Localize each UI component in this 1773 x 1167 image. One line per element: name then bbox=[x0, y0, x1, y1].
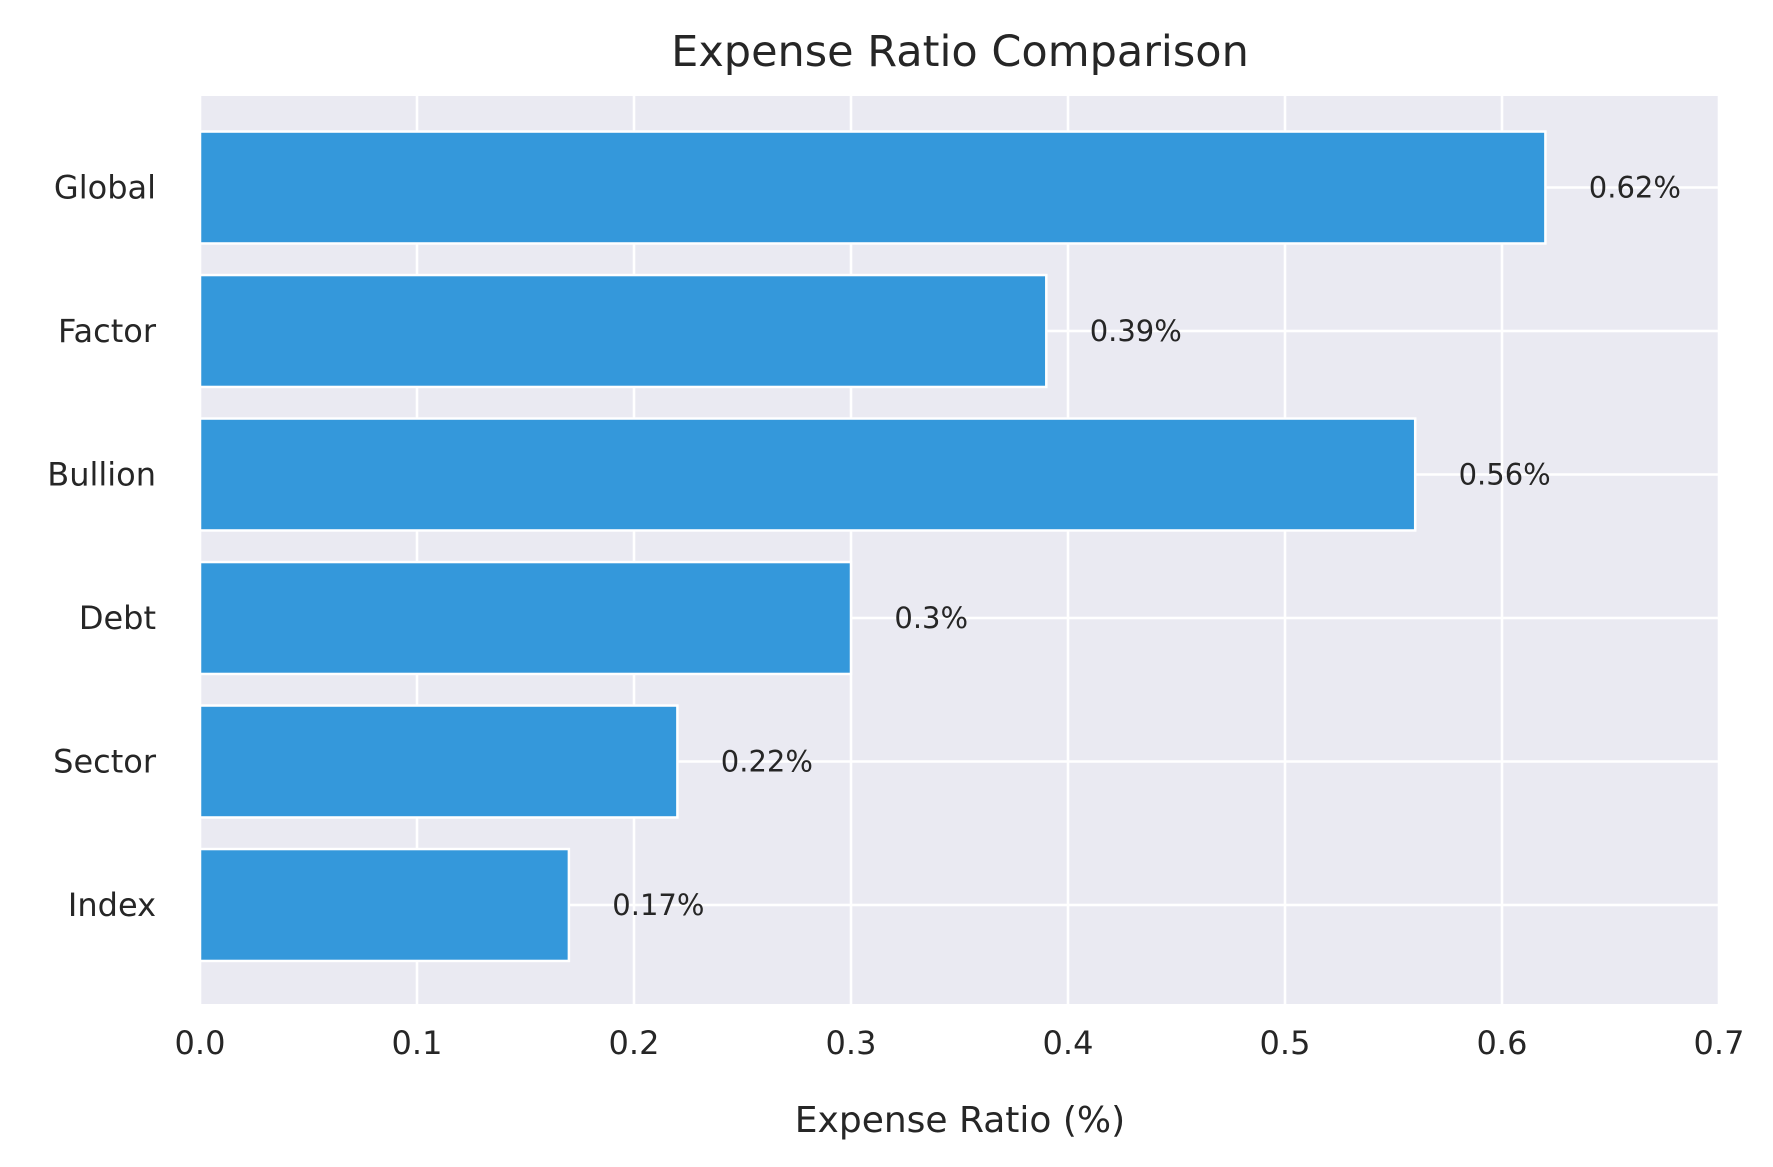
bar-index bbox=[198, 847, 571, 963]
x-tick-label: 0.4 bbox=[1043, 1024, 1094, 1062]
value-label: 0.3% bbox=[894, 601, 968, 635]
x-axis-label: Expense Ratio (%) bbox=[795, 1100, 1125, 1141]
value-label: 0.39% bbox=[1090, 314, 1182, 348]
bar-global bbox=[198, 130, 1547, 245]
x-tick-label: 0.7 bbox=[1694, 1024, 1745, 1062]
value-label: 0.22% bbox=[721, 745, 813, 779]
chart-title: Expense Ratio Comparison bbox=[671, 27, 1249, 77]
value-label: 0.62% bbox=[1589, 171, 1681, 205]
value-label: 0.17% bbox=[612, 888, 704, 922]
x-tick-label: 0.0 bbox=[175, 1024, 226, 1062]
bar-sector bbox=[198, 704, 679, 819]
x-tick-label: 0.1 bbox=[392, 1024, 443, 1062]
y-tick-label: Sector bbox=[53, 743, 157, 781]
x-axis-ticks: 0.0 0.1 0.2 0.3 0.4 0.5 0.6 0.7 bbox=[175, 1024, 1745, 1062]
bars bbox=[198, 130, 1547, 963]
bar-bullion bbox=[198, 417, 1417, 532]
x-tick-label: 0.5 bbox=[1260, 1024, 1311, 1062]
y-axis-ticks: Index Sector Debt Bullion Factor Global bbox=[47, 169, 157, 925]
y-tick-label: Factor bbox=[58, 312, 157, 350]
bar-debt bbox=[198, 560, 853, 676]
x-tick-label: 0.3 bbox=[826, 1024, 877, 1062]
y-tick-label: Index bbox=[68, 886, 156, 924]
y-tick-label: Bullion bbox=[47, 456, 156, 494]
value-label: 0.56% bbox=[1459, 458, 1551, 492]
y-tick-label: Global bbox=[54, 169, 156, 207]
x-tick-label: 0.2 bbox=[609, 1024, 660, 1062]
bar-factor bbox=[198, 273, 1048, 389]
y-tick-label: Debt bbox=[79, 599, 156, 637]
x-tick-label: 0.6 bbox=[1477, 1024, 1528, 1062]
value-labels: 0.17% 0.22% 0.3% 0.56% 0.39% 0.62% bbox=[612, 171, 1681, 923]
